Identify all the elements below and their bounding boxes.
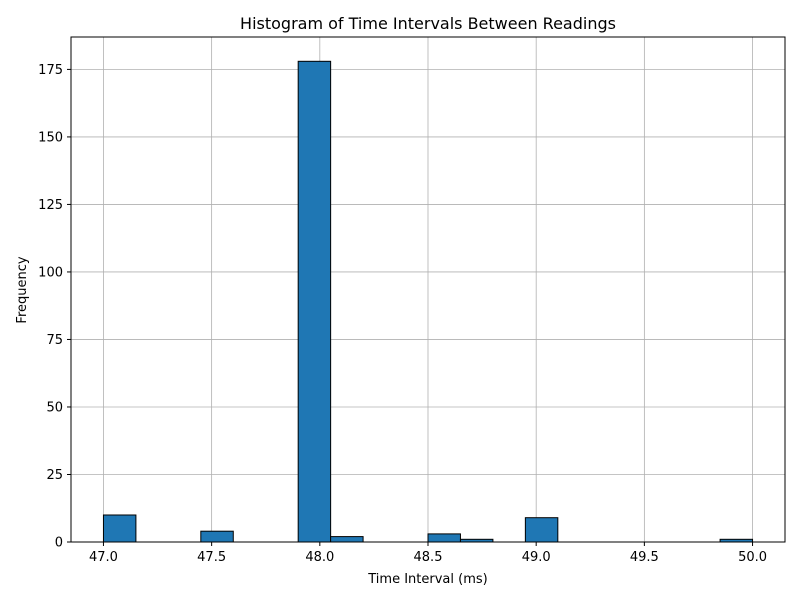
x-tick-label: 48.0 — [305, 550, 334, 565]
grid-lines — [71, 37, 785, 543]
x-tick-label: 49.5 — [630, 550, 659, 565]
y-axis-label: Frequency — [15, 256, 30, 323]
y-tick-label: 0 — [55, 536, 63, 551]
histogram-bar — [200, 530, 234, 543]
y-tick-label: 50 — [46, 400, 63, 415]
x-axis-label: Time Interval (ms) — [367, 572, 487, 587]
y-axis-ticks: 0 25 50 75 100 125 150 175 — [38, 63, 71, 551]
x-axis-ticks: 47.0 47.5 48.0 48.5 49.0 49.5 50.0 — [89, 542, 767, 565]
y-tick-label: 125 — [38, 198, 63, 213]
y-tick-label: 100 — [38, 265, 63, 280]
x-tick-label: 47.5 — [197, 550, 226, 565]
y-tick-label: 175 — [38, 63, 63, 78]
chart-title: Histogram of Time Intervals Between Read… — [240, 14, 616, 33]
histogram-bar — [427, 533, 461, 543]
x-tick-label: 49.0 — [522, 550, 551, 565]
histogram-bar — [330, 536, 364, 543]
x-tick-label: 50.0 — [738, 550, 767, 565]
histogram-bar — [297, 60, 332, 543]
x-tick-label: 47.0 — [89, 550, 118, 565]
histogram-bars — [102, 60, 754, 543]
histogram-bar — [524, 517, 559, 543]
x-tick-label: 48.5 — [414, 550, 443, 565]
y-tick-label: 150 — [38, 130, 63, 145]
y-tick-label: 25 — [46, 468, 63, 483]
histogram-bar — [102, 514, 137, 543]
y-tick-label: 75 — [46, 333, 63, 348]
